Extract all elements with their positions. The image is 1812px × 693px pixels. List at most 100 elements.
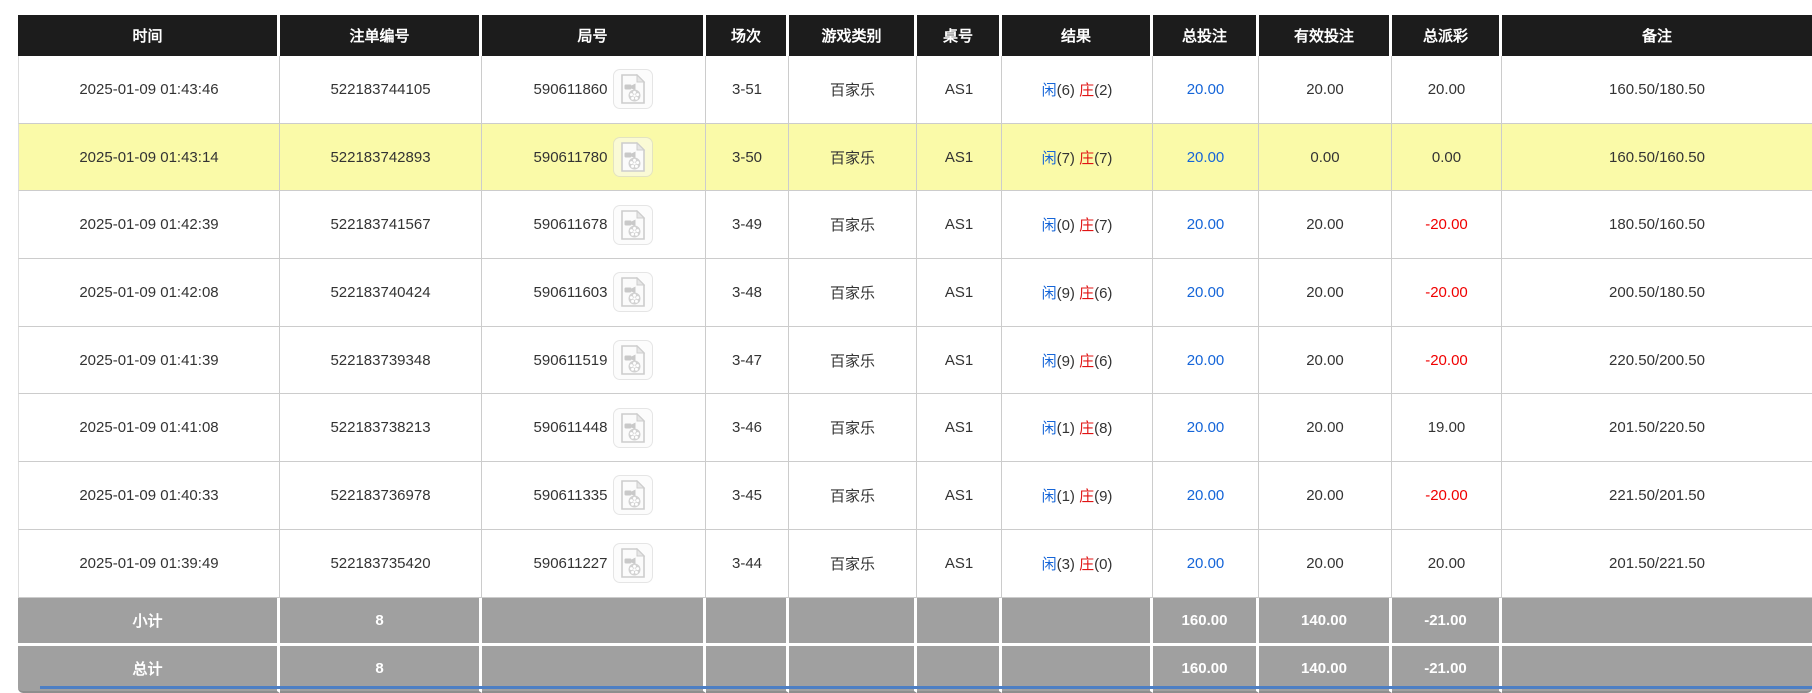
round-id-cell: 590611678	[482, 191, 706, 260]
table-header: 时间 注单编号 局号 场次 游戏类别 桌号 结果 总投注 有效投注 总派彩 备注	[18, 15, 1812, 56]
summary-valid-bet-cell: 140.00	[1259, 597, 1392, 643]
table-no-cell: AS1	[917, 529, 1002, 598]
video-replay-button[interactable]	[613, 69, 654, 110]
table-row: 2025-01-09 01:42:39 522183741567 590611678…	[18, 191, 1812, 260]
total-bet-link[interactable]: 20.00	[1186, 216, 1225, 234]
valid-bet-cell: 20.00	[1259, 259, 1392, 327]
video-replay-button[interactable]	[613, 543, 654, 584]
table-no-cell: AS1	[917, 259, 1002, 327]
player-label: 闲	[1041, 420, 1057, 438]
payout-cell: -20.00	[1392, 259, 1502, 327]
video-replay-button[interactable]	[613, 340, 654, 381]
total-bet-link[interactable]: 20.00	[1186, 486, 1225, 504]
round-id-content: 590611227	[534, 543, 654, 584]
summary-empty-cell	[789, 642, 917, 693]
round-id-content: 590611860	[533, 69, 654, 110]
video-replay-button[interactable]	[613, 475, 654, 516]
game-type-cell: 百家乐	[789, 123, 917, 192]
player-label: 闲	[1041, 217, 1057, 235]
session-cell: 3-47	[706, 326, 789, 395]
summary-empty-cell	[1502, 597, 1812, 643]
table-row: 2025-01-09 01:40:33 522183736978 590611335…	[18, 462, 1812, 530]
result-cell: 闲(7) 庄(7)	[1002, 123, 1153, 192]
banker-label: 庄	[1079, 149, 1095, 167]
round-id-cell: 590611860	[482, 56, 706, 124]
bet-id-cell: 522183741567	[280, 191, 482, 260]
valid-bet-cell: 20.00	[1259, 326, 1392, 395]
valid-bet-cell: 20.00	[1259, 191, 1392, 260]
result-cell: 闲(9) 庄(6)	[1002, 326, 1153, 395]
total-bet-cell: 20.00	[1153, 326, 1259, 395]
summary-empty-cell	[1002, 642, 1153, 693]
result-cell: 闲(0) 庄(7)	[1002, 191, 1153, 260]
session-cell: 3-49	[706, 191, 789, 260]
game-type-cell: 百家乐	[789, 259, 917, 327]
total-bet-link[interactable]: 20.00	[1186, 148, 1225, 166]
bet-time-cell: 2025-01-09 01:43:14	[18, 123, 280, 192]
summary-label-cell: 小计	[18, 597, 280, 643]
column-header-payout: 总派彩	[1392, 15, 1502, 56]
table-no-cell: AS1	[917, 394, 1002, 463]
total-bet-link[interactable]: 20.00	[1186, 351, 1225, 369]
session-cell: 3-48	[706, 259, 789, 327]
table-no-cell: AS1	[917, 326, 1002, 395]
grand-total-row: 总计 8 160.00 140.00 -21.00	[18, 642, 1812, 693]
session-cell: 3-51	[706, 56, 789, 124]
result-cell: 闲(6) 庄(2)	[1002, 56, 1153, 124]
valid-bet-cell: 20.00	[1259, 529, 1392, 598]
player-label: 闲	[1041, 555, 1057, 573]
column-header-table-no: 桌号	[917, 15, 1002, 56]
player-label: 闲	[1041, 149, 1057, 167]
round-id-text: 590611335	[533, 486, 608, 504]
video-replay-button[interactable]	[613, 137, 654, 178]
round-id-content: 590611519	[534, 340, 654, 381]
valid-bet-cell: 20.00	[1259, 394, 1392, 463]
game-type-cell: 百家乐	[789, 56, 917, 124]
table-row: 2025-01-09 01:43:46 522183744105 590611860…	[18, 56, 1812, 124]
round-id-text: 590611678	[533, 216, 608, 234]
remark-cell: 201.50/221.50	[1502, 529, 1812, 598]
summary-payout-cell: -21.00	[1392, 642, 1502, 693]
video-replay-button[interactable]	[613, 272, 654, 313]
round-id-text: 590611860	[533, 80, 608, 98]
game-type-cell: 百家乐	[789, 394, 917, 463]
bet-id-cell: 522183739348	[280, 326, 482, 395]
total-bet-cell: 20.00	[1153, 462, 1259, 530]
summary-valid-bet-cell: 140.00	[1259, 642, 1392, 693]
summary-label-cell: 总计	[18, 642, 280, 693]
video-replay-button[interactable]	[613, 204, 654, 245]
bet-time-cell: 2025-01-09 01:41:39	[18, 326, 280, 395]
payout-cell: -20.00	[1392, 191, 1502, 260]
table-row: 2025-01-09 01:41:08 522183738213 590611448…	[18, 394, 1812, 463]
result-cell: 闲(1) 庄(8)	[1002, 394, 1153, 463]
video-file-icon	[621, 142, 646, 172]
session-cell: 3-50	[706, 123, 789, 192]
summary-empty-cell	[706, 642, 789, 693]
valid-bet-cell: 20.00	[1259, 56, 1392, 124]
bet-time-cell: 2025-01-09 01:41:08	[18, 394, 280, 463]
round-id-cell: 590611448	[482, 394, 706, 463]
round-id-cell: 590611603	[482, 259, 706, 327]
table-body: 2025-01-09 01:43:46 522183744105 590611860…	[18, 56, 1812, 693]
total-bet-link[interactable]: 20.00	[1186, 80, 1225, 98]
round-id-cell: 590611519	[482, 326, 706, 395]
game-type-cell: 百家乐	[789, 529, 917, 598]
video-replay-button[interactable]	[613, 407, 654, 448]
banker-label: 庄	[1079, 284, 1095, 302]
column-header-total-bet: 总投注	[1153, 15, 1259, 56]
bet-id-cell: 522183736978	[280, 462, 482, 530]
banker-label: 庄	[1079, 555, 1095, 573]
summary-empty-cell	[482, 642, 706, 693]
total-bet-cell: 20.00	[1153, 259, 1259, 327]
result-cell: 闲(1) 庄(9)	[1002, 462, 1153, 530]
total-bet-link[interactable]: 20.00	[1186, 283, 1225, 301]
bet-records-table: 时间 注单编号 局号 场次 游戏类别 桌号 结果 总投注 有效投注 总派彩 备注…	[18, 15, 1812, 693]
round-id-cell: 590611335	[482, 462, 706, 530]
total-bet-link[interactable]: 20.00	[1186, 419, 1225, 437]
total-bet-cell: 20.00	[1153, 191, 1259, 260]
total-bet-cell: 20.00	[1153, 529, 1259, 598]
player-label: 闲	[1041, 81, 1057, 99]
column-header-bet-id: 注单编号	[280, 15, 482, 56]
total-bet-link[interactable]: 20.00	[1186, 554, 1225, 572]
result-cell: 闲(3) 庄(0)	[1002, 529, 1153, 598]
